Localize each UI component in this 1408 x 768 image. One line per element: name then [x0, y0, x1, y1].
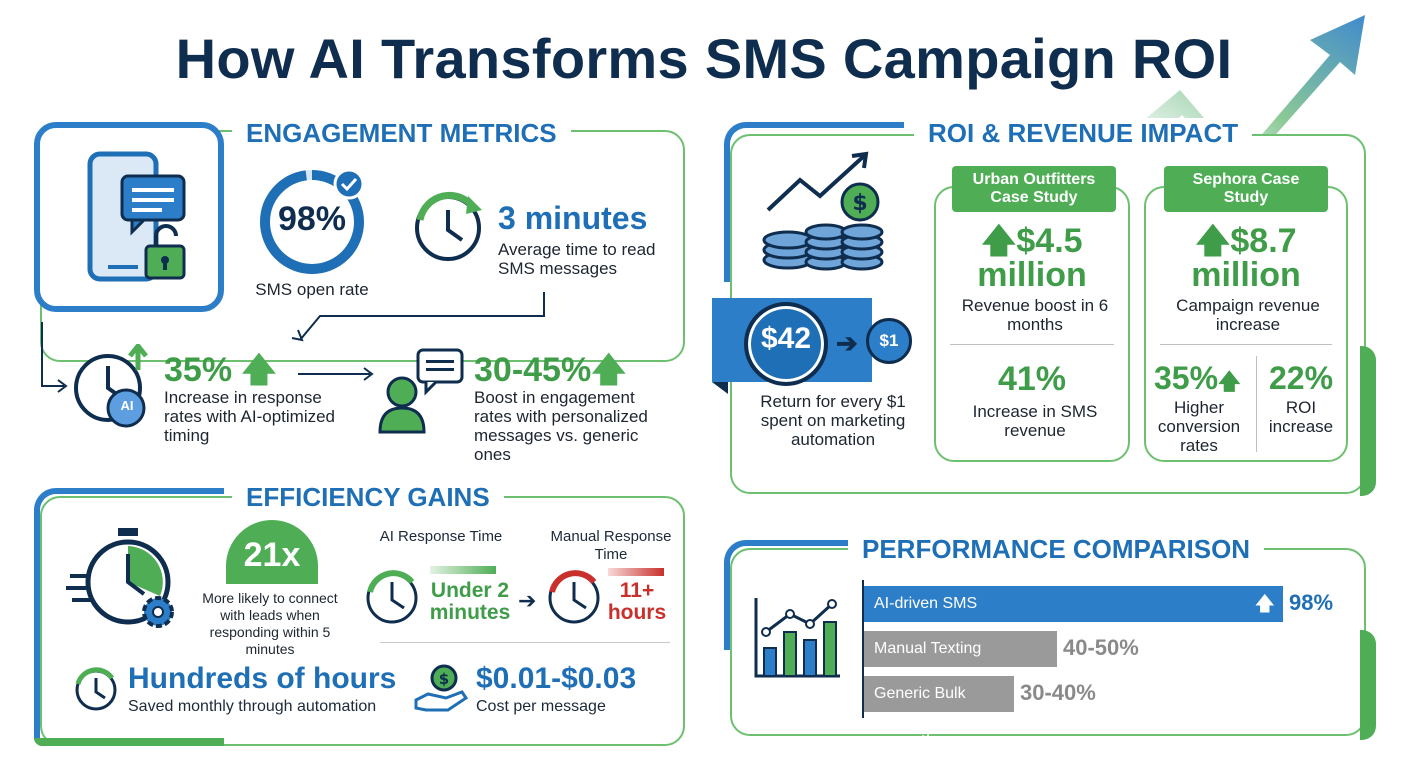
sephora-label: Campaign revenue increase: [1176, 296, 1320, 334]
urban-value: 🡅$4.5 million: [940, 224, 1124, 292]
performance-bar-label: AI-driven SMS: [874, 595, 978, 612]
performance-bar-label: Generic Bulk Messages: [874, 685, 966, 738]
personalized-value: 30-45%🡅: [474, 346, 626, 403]
bar-chart-icon: [754, 598, 840, 678]
manual-clock-icon: [548, 570, 600, 624]
dollar-one-circle: $1: [866, 318, 912, 364]
clock-refresh-icon: [415, 191, 482, 261]
response-value-text: 35%: [164, 351, 233, 389]
flow-arrows: [41, 292, 545, 393]
ai-time-value: Under 2 minutes: [429, 579, 511, 624]
urban-label2: Increase in SMS revenue: [972, 402, 1098, 440]
up-arrow-icon: 🡅: [241, 351, 277, 389]
performance-heading: PERFORMANCE COMPARISON: [848, 534, 1265, 565]
return-circle: [744, 302, 828, 386]
roi-accent-right: [1360, 346, 1376, 496]
clock-refresh-small-icon: [75, 667, 117, 711]
open-rate-ring-icon: [260, 168, 365, 274]
efficiency-divider: [380, 642, 670, 643]
efficiency-heading: EFFICIENCY GAINS: [232, 482, 504, 513]
ai-clock-icon: [74, 344, 148, 428]
return-ribbon-fold: [712, 382, 728, 394]
engagement-heading: ENGAGEMENT METRICS: [232, 118, 571, 149]
read-time-label: Average time to read SMS messages: [498, 240, 678, 278]
sephora-value2-text: 35%: [1154, 360, 1219, 396]
performance-bar-value: 98%: [1289, 590, 1334, 615]
open-rate-label: SMS open rate: [255, 280, 369, 299]
efficiency-accent-bottom-green: [34, 738, 224, 746]
performance-bar-value: 30-40%: [1020, 680, 1096, 705]
sephora-value2: 35%🡅: [1154, 360, 1241, 403]
hand-coin-icon: $: [414, 664, 469, 712]
person-chat-icon: [378, 348, 464, 434]
hours-value: Hundreds of hours: [128, 662, 397, 695]
sephora-vdivider: [1256, 356, 1257, 452]
svg-text:$: $: [439, 670, 449, 688]
sephora-card: [1144, 186, 1348, 462]
return-value: $42: [760, 322, 812, 355]
stopwatch-gear-icon: [66, 528, 174, 628]
growth-arrow-icon: [1120, 15, 1365, 175]
sephora-label2: Higher conversion rates: [1157, 398, 1241, 455]
up-arrow-icon: 🡅: [1254, 593, 1275, 615]
phone-chat-lock-icon: [87, 151, 186, 282]
up-arrow-icon: 🡅: [981, 222, 1017, 260]
urban-value-text: $4.5 million: [977, 222, 1087, 294]
sephora-value3: 22%: [1268, 360, 1334, 396]
urban-pill: Urban Outfitters Case Study: [952, 166, 1116, 212]
return-label: Return for every $1 spent on marketing a…: [760, 392, 906, 449]
personalized-label: Boost in engagement rates with personali…: [474, 388, 648, 464]
sephora-label3: ROI increase: [1268, 398, 1334, 436]
up-arrow-icon: 🡅: [591, 351, 627, 389]
manual-time-label: Manual Response Time: [550, 528, 672, 563]
arrow-right-icon: ➔: [836, 328, 858, 358]
roi-heading: ROI & REVENUE IMPACT: [914, 118, 1253, 149]
ai-clock-refresh-icon: [366, 570, 418, 624]
urban-value2: 41%: [997, 360, 1067, 398]
sephora-value: 🡅$8.7 million: [1150, 224, 1342, 292]
read-time-text: Average time to read SMS messages: [498, 240, 656, 278]
sephora-pill: Sephora Case Study: [1164, 166, 1328, 212]
sephora-divider: [1160, 344, 1332, 345]
hours-label: Saved monthly through automation: [128, 698, 377, 715]
efficiency-accent: [34, 488, 224, 608]
open-rate-value: 98%: [277, 200, 347, 238]
performance-accent-right: [1360, 630, 1376, 740]
performance-bar-0: AI-driven SMS 🡅: [864, 586, 1283, 622]
connect-label: More likely to connect with leads when r…: [202, 590, 338, 657]
performance-bar-1: Manual Texting: [864, 631, 1057, 667]
coins-growth-icon: $: [762, 151, 884, 271]
performance-bar-2: Generic Bulk Messages: [864, 676, 1014, 738]
performance-bar-value: 40-50%: [1063, 635, 1139, 660]
urban-divider: [950, 344, 1114, 345]
cost-label: Cost per message: [476, 698, 606, 715]
urban-label: Revenue boost in 6 months: [961, 296, 1109, 334]
response-label: Increase in response rates with AI-optim…: [164, 388, 336, 445]
performance-bar-label: Manual Texting: [874, 640, 982, 657]
performance-axis: [862, 580, 864, 718]
up-arrow-icon: 🡅: [1218, 369, 1241, 394]
manual-time-arrow-icon: [608, 568, 664, 576]
ai-time-arrow-icon: [430, 566, 496, 574]
ai-badge: AI: [120, 398, 134, 413]
up-arrow-icon: 🡅: [1195, 222, 1231, 260]
manual-time-value: 11+ hours: [607, 579, 667, 624]
personalized-value-text: 30-45%: [474, 351, 592, 389]
sephora-value-text: $8.7 million: [1191, 222, 1301, 294]
page-title: How AI Transforms SMS Campaign ROI: [175, 27, 1233, 90]
svg-text:$: $: [852, 191, 867, 216]
connect-value: 21x: [243, 536, 301, 574]
arrow-right-icon: ➔: [518, 588, 537, 613]
performance-accent: [724, 540, 884, 650]
roi-accent: [724, 122, 904, 282]
ai-time-label: AI Response Time: [379, 528, 503, 545]
efficiency-accent-bottom: [34, 600, 40, 740]
cost-value: $0.01-$0.03: [476, 662, 637, 695]
response-value: 35% 🡅: [164, 346, 276, 403]
urban-card: [934, 186, 1130, 462]
read-time-value: 3 minutes: [498, 200, 648, 236]
